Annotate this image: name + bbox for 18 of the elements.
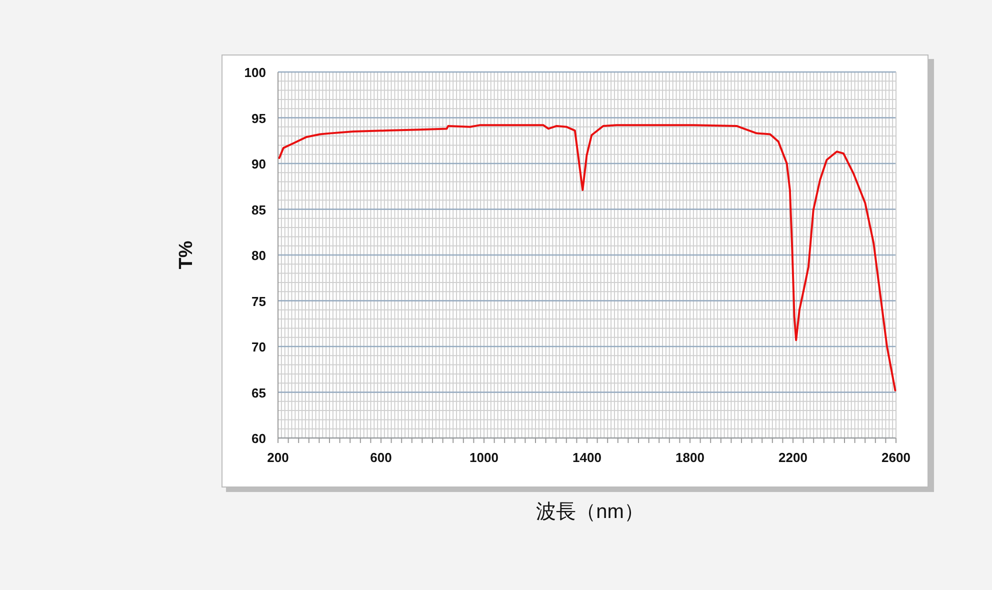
y-tick-label: 85 <box>252 202 266 218</box>
y-tick-label: 70 <box>252 340 266 354</box>
x-tick-label: 200 <box>267 450 289 465</box>
x-axis-title: 波長（nm） <box>536 501 644 523</box>
y-tick-label: 80 <box>252 248 266 263</box>
x-tick-label: 2600 <box>882 450 910 465</box>
x-tick-label: 2200 <box>778 450 808 465</box>
y-tick-label: 95 <box>252 110 266 126</box>
y-tick-label: 100 <box>244 65 266 80</box>
y-tick-label: 65 <box>252 385 266 400</box>
x-tick-label: 1800 <box>676 450 704 465</box>
x-tick-label: 600 <box>370 450 392 465</box>
y-tick-label: 90 <box>252 156 266 172</box>
x-tick-label: 1000 <box>470 450 498 465</box>
x-tick-label: 1400 <box>572 450 602 465</box>
y-axis-title: T% <box>176 240 197 270</box>
y-tick-label: 75 <box>252 294 266 309</box>
y-tick-label: 60 <box>252 431 266 446</box>
